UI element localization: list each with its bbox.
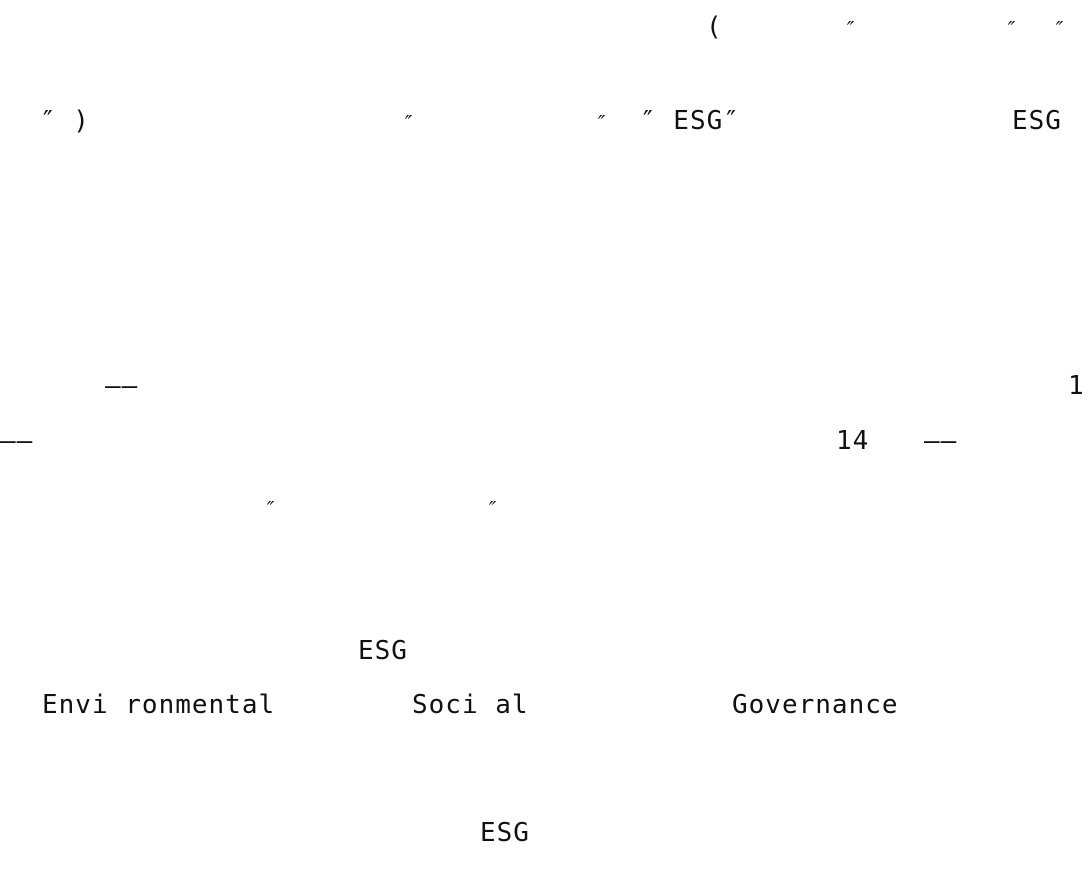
text-fragment: 14 (836, 426, 870, 456)
text-fragment: ( (706, 12, 723, 42)
text-fragment: —— (105, 371, 139, 401)
text-fragment: ″ ) (40, 106, 90, 136)
text-fragment: ″ (400, 111, 414, 135)
text-fragment: —— (0, 426, 34, 456)
text-fragment: ″ (1003, 17, 1017, 41)
text-fragment: ESG (480, 818, 530, 848)
text-fragment: ″ (484, 497, 498, 521)
text-fragment: 1 (1068, 371, 1085, 401)
text-fragment: ″ (1051, 17, 1065, 41)
text-fragment: Governance (732, 690, 899, 720)
text-fragment: ESG (1012, 106, 1062, 136)
text-fragment: ″ (262, 497, 276, 521)
text-fragment: —— (924, 426, 958, 456)
text-fragment: ESG (358, 636, 408, 666)
text-fragment: ″ (593, 111, 607, 135)
text-fragment: ″ (842, 17, 856, 41)
text-fragment: ″ ESG″ (640, 106, 740, 136)
text-fragment: Envi ronmental (42, 690, 276, 720)
text-fragment: Soci al (412, 690, 529, 720)
